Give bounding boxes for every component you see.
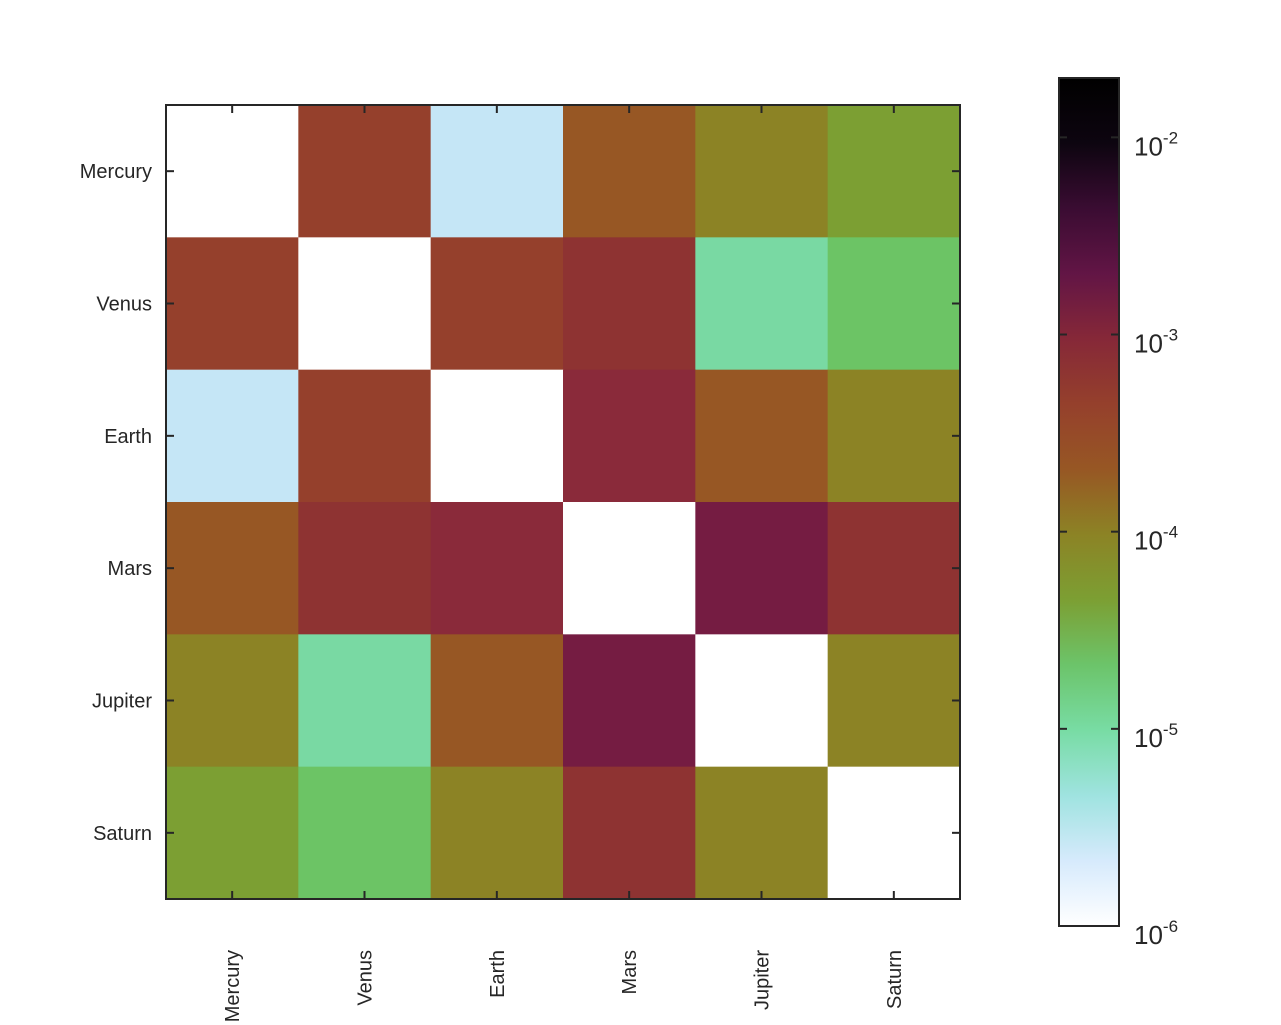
heatmap-cell-mercury-mars xyxy=(563,105,696,238)
y-tick-label-saturn: Saturn xyxy=(93,823,152,845)
x-tick-label-earth: Earth xyxy=(487,950,509,998)
heatmap-cell-mercury-venus xyxy=(298,105,432,238)
colorbar-tick-label: 10-5 xyxy=(1134,720,1178,753)
heatmap-cell-saturn-saturn xyxy=(827,766,961,900)
y-tick-label-mercury: Mercury xyxy=(80,161,152,183)
heatmap-cell-mars-mercury xyxy=(166,502,299,635)
colorbar-tick-label: 10-2 xyxy=(1134,128,1178,161)
axis-ticks xyxy=(166,105,960,899)
colorbar-tick-label: 10-3 xyxy=(1134,326,1178,359)
x-tick-labels: Mercury Venus Earth Mars Jupiter Saturn xyxy=(222,950,906,1023)
heatmap-cell-mars-venus xyxy=(298,502,432,635)
heatmap-cell-saturn-earth xyxy=(430,766,564,900)
heatmap-cell-jupiter-mars xyxy=(563,634,696,768)
x-tick-label-mercury: Mercury xyxy=(222,950,244,1022)
y-tick-label-venus: Venus xyxy=(96,294,152,316)
heatmap-cell-saturn-jupiter xyxy=(695,766,829,900)
heatmap-cell-mars-mars xyxy=(563,502,696,635)
heatmap-cell-jupiter-earth xyxy=(430,634,564,768)
heatmap-cell-mars-saturn xyxy=(827,502,961,635)
heatmap-cell-earth-saturn xyxy=(827,369,961,503)
heatmap-cell-earth-mercury xyxy=(166,369,299,503)
plot-frame xyxy=(165,104,961,900)
x-tick-label-jupiter: Jupiter xyxy=(752,950,774,1010)
heatmap-cell-venus-venus xyxy=(298,237,432,371)
heatmap-cell-mars-earth xyxy=(430,502,564,635)
heatmap-cell-earth-earth xyxy=(430,369,564,503)
heatmap-cell-venus-mars xyxy=(563,237,696,371)
heatmap-cell-saturn-mars xyxy=(563,766,696,900)
heatmap-cell-jupiter-venus xyxy=(298,634,432,768)
x-tick-label-saturn: Saturn xyxy=(884,950,906,1009)
heatmap-cell-mars-jupiter xyxy=(695,502,829,635)
colorbar-ticks: 10-6 10-5 10-4 10-3 10-2 xyxy=(1059,128,1178,950)
heatmap-cell-jupiter-jupiter xyxy=(695,634,829,768)
heatmap-cell-venus-earth xyxy=(430,237,564,371)
heatmap-cell-saturn-mercury xyxy=(166,766,299,900)
heatmap-cell-earth-jupiter xyxy=(695,369,829,503)
heatmap-cell-venus-mercury xyxy=(166,237,299,371)
y-tick-label-mars: Mars xyxy=(108,558,152,580)
colorbar xyxy=(1058,77,1120,927)
x-tick-label-mars: Mars xyxy=(619,950,641,994)
y-tick-label-jupiter: Jupiter xyxy=(92,691,152,713)
heatmap-cell-venus-jupiter xyxy=(695,237,829,371)
x-tick-label-venus: Venus xyxy=(355,950,377,1006)
heatmap-cell-mercury-jupiter xyxy=(695,105,829,238)
heatmap-cell-earth-mars xyxy=(563,369,696,503)
heatmap-cell-jupiter-mercury xyxy=(166,634,299,768)
heatmap-cell-mercury-earth xyxy=(430,105,564,238)
colorbar-tick-label: 10-4 xyxy=(1134,523,1178,556)
heatmap-cell-earth-venus xyxy=(298,369,432,503)
y-tick-labels: Mercury Venus Earth Mars Jupiter Saturn xyxy=(80,161,153,845)
heatmap-cell-jupiter-saturn xyxy=(827,634,961,768)
heatmap-cell-saturn-venus xyxy=(298,766,432,900)
y-tick-label-earth: Earth xyxy=(104,426,152,448)
colorbar-tick-label: 10-6 xyxy=(1134,917,1178,950)
heatmap-cell-venus-saturn xyxy=(827,237,961,371)
heatmap-cells xyxy=(166,105,961,900)
heatmap-cell-mercury-saturn xyxy=(827,105,961,238)
heatmap-cell-mercury-mercury xyxy=(166,105,299,238)
